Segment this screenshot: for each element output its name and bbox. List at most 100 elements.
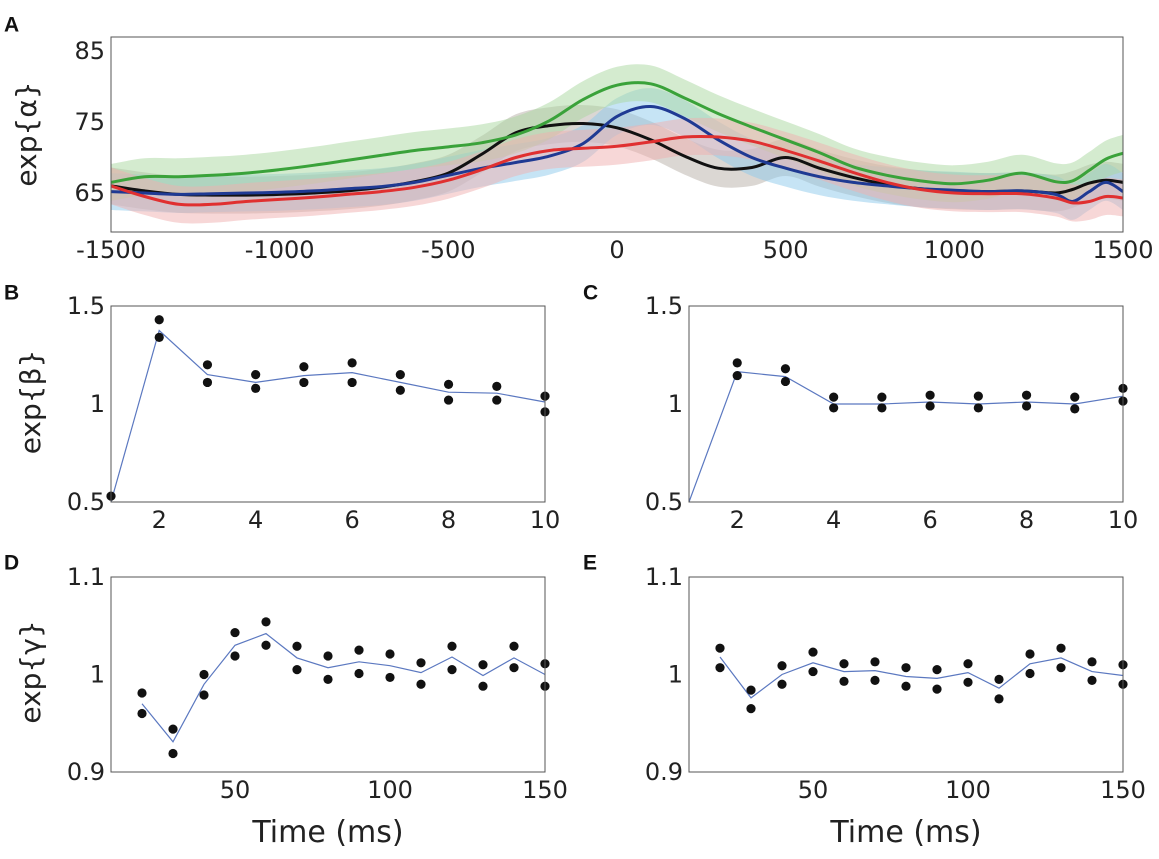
data-point xyxy=(299,362,309,372)
data-point xyxy=(715,663,725,673)
data-point xyxy=(829,392,839,402)
y-tick-label: 0.5 xyxy=(67,488,105,516)
plot-frame xyxy=(110,576,546,773)
data-point xyxy=(1070,392,1080,402)
data-point xyxy=(137,688,147,698)
data-point xyxy=(746,685,756,695)
data-point xyxy=(395,370,405,380)
y-tick-label: 1.5 xyxy=(67,292,105,320)
data-point xyxy=(877,392,887,402)
panel-e: E 50 100 150 0.9 1 1.1 Time (ms) xyxy=(583,552,1146,850)
data-point xyxy=(925,390,935,400)
data-point xyxy=(395,385,405,395)
y-tick-label: 85 xyxy=(74,37,105,65)
panel-label: A xyxy=(4,14,19,37)
y-tick-label: 0.5 xyxy=(645,488,683,516)
data-point xyxy=(416,658,426,668)
y-tick-label: 1.1 xyxy=(645,563,683,591)
y-axis-label: exp{α} xyxy=(10,81,43,186)
data-point xyxy=(973,391,983,401)
panel-label: E xyxy=(583,552,597,575)
x-axis-label: Time (ms) xyxy=(251,815,403,850)
data-point xyxy=(492,395,502,405)
data-point xyxy=(261,640,271,650)
x-tick-label: 1000 xyxy=(924,236,985,264)
data-point xyxy=(877,403,887,413)
plot-area xyxy=(141,632,545,743)
data-point xyxy=(1021,390,1032,400)
data-point xyxy=(963,659,973,669)
data-point xyxy=(416,679,426,689)
y-tick-label: 0.9 xyxy=(67,758,105,786)
data-point xyxy=(478,681,488,691)
x-tick-label: 8 xyxy=(1019,506,1034,534)
plot-frame xyxy=(110,36,1124,233)
y-tick-label: 1 xyxy=(90,661,105,689)
plot-area xyxy=(689,371,1123,502)
plot-frame xyxy=(110,305,546,503)
data-point xyxy=(746,704,756,714)
x-axis-label: Time (ms) xyxy=(829,815,981,850)
data-point xyxy=(230,651,240,661)
x-tick-label: 2 xyxy=(730,506,745,534)
data-point xyxy=(1087,675,1097,685)
data-point xyxy=(168,724,178,734)
y-axis-label: exp{β} xyxy=(14,350,47,455)
data-point xyxy=(492,381,502,391)
data-point xyxy=(447,665,457,675)
x-tick-label: 6 xyxy=(922,506,937,534)
y-tick-label: 0.9 xyxy=(645,758,683,786)
x-tick-label: -1000 xyxy=(245,236,315,264)
data-point xyxy=(385,649,395,659)
data-point xyxy=(994,674,1004,684)
data-point xyxy=(443,379,454,389)
y-tick-label: 65 xyxy=(74,179,105,207)
panel-label: B xyxy=(4,282,19,305)
x-tick-label: 50 xyxy=(798,776,829,804)
data-point xyxy=(299,377,309,388)
y-tick-label: 1 xyxy=(668,390,683,418)
panel-a: A -1500 -1000 -500 0 500 1000 1500 65 75 85 exp{α} xyxy=(4,14,1154,264)
y-tick-label: 1 xyxy=(90,390,105,418)
data-point xyxy=(780,376,791,387)
series-line-blue xyxy=(111,104,1123,203)
data-point xyxy=(154,332,164,342)
plot-area xyxy=(111,64,1123,224)
data-point xyxy=(777,661,787,671)
data-point xyxy=(1025,649,1035,659)
data-point xyxy=(292,665,302,675)
data-point xyxy=(1056,643,1066,653)
y-tick-label: 1.1 xyxy=(67,563,105,591)
data-point xyxy=(839,676,849,686)
data-point xyxy=(901,681,911,691)
data-point xyxy=(199,669,209,680)
data-point xyxy=(901,663,911,673)
data-point xyxy=(509,663,519,673)
data-point xyxy=(347,358,357,368)
data-point xyxy=(1021,401,1032,411)
data-point xyxy=(154,315,164,325)
data-point xyxy=(715,643,725,653)
fit-line xyxy=(141,632,545,743)
data-point xyxy=(443,395,454,405)
data-point xyxy=(925,401,935,411)
y-tick-label: 75 xyxy=(74,108,105,136)
data-point xyxy=(780,364,791,374)
x-tick-label: 50 xyxy=(220,776,251,804)
x-tick-label: -500 xyxy=(421,236,475,264)
data-point xyxy=(1070,404,1080,414)
x-tick-label: 100 xyxy=(367,776,413,804)
data-point xyxy=(932,684,942,694)
fit-line xyxy=(689,371,1123,502)
x-tick-label: 1500 xyxy=(1092,236,1153,264)
data-point xyxy=(839,659,849,669)
data-point xyxy=(292,641,302,651)
data-point xyxy=(261,617,271,627)
fit-line xyxy=(111,329,545,502)
data-point xyxy=(1025,668,1035,679)
x-tick-label: 10 xyxy=(530,506,561,534)
series-line-green xyxy=(111,81,1123,186)
data-point xyxy=(251,370,261,380)
plot-frame xyxy=(688,305,1124,503)
series-line-red xyxy=(111,134,1123,207)
